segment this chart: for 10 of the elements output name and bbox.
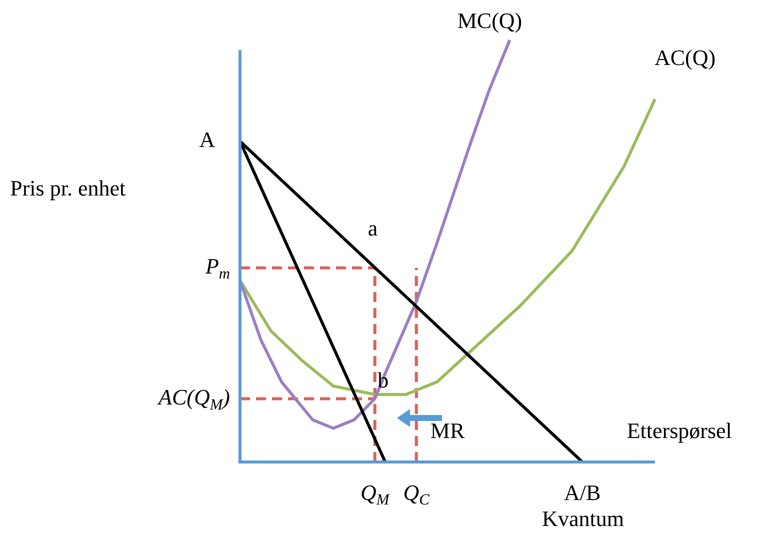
- series-label: AC(Q): [654, 44, 716, 70]
- annotation: b: [378, 368, 389, 393]
- annotation: a: [368, 216, 378, 241]
- x-tick-label: A/B: [564, 480, 601, 505]
- series-label: MC(Q): [457, 8, 522, 33]
- x-axis-title: Kvantum: [542, 506, 624, 531]
- text: Etterspørsel: [626, 418, 732, 443]
- annotation: MR: [430, 418, 465, 444]
- text: Pris pr. enhet: [10, 176, 126, 201]
- text: A: [199, 127, 216, 152]
